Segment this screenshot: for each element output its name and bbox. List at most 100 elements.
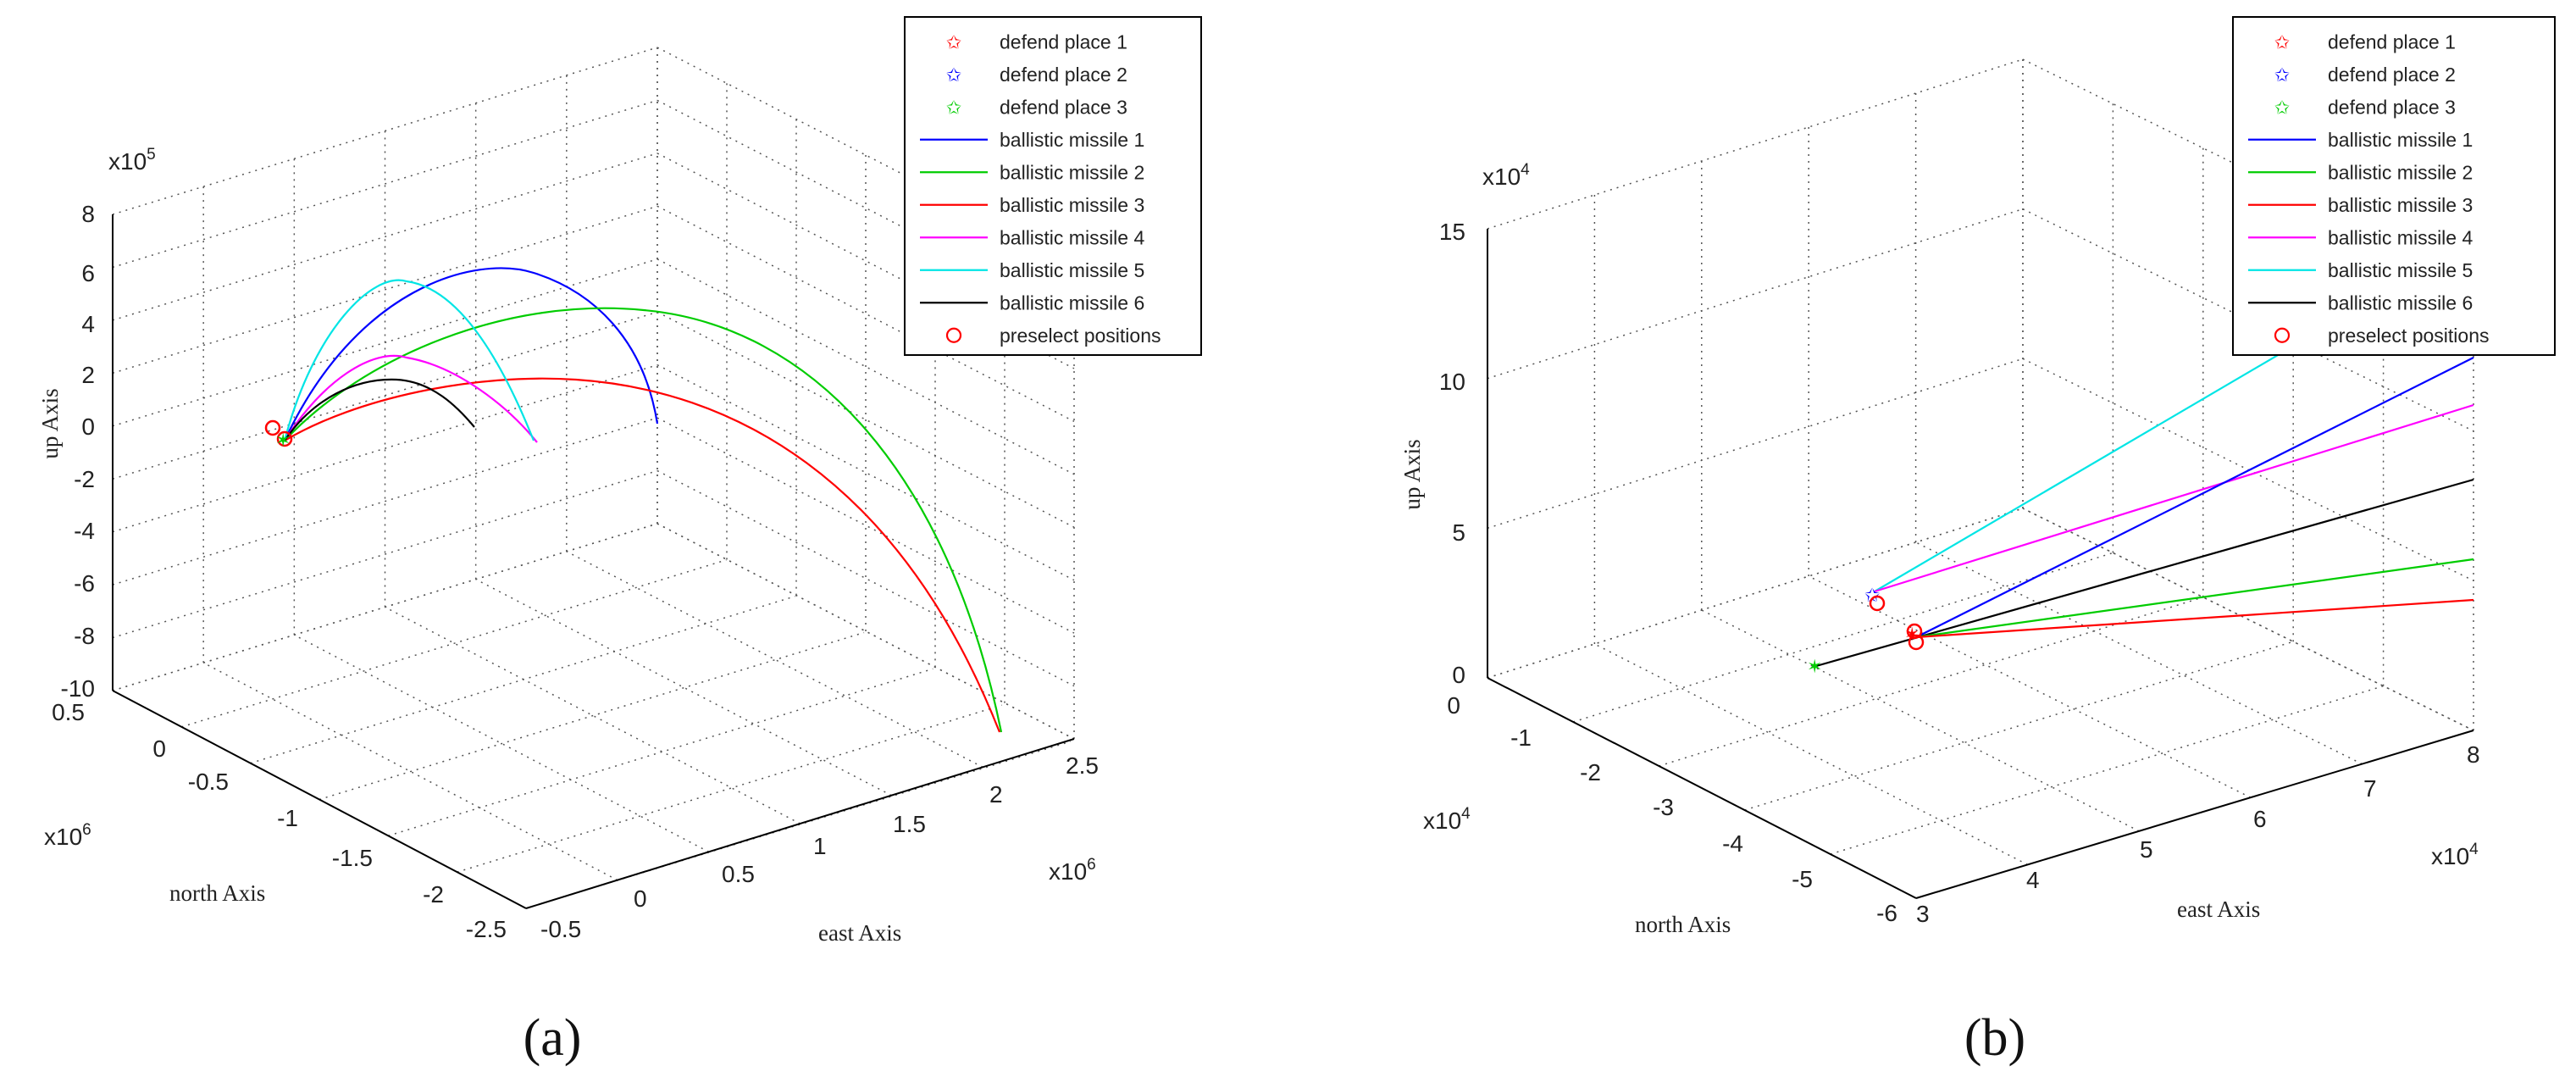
east-tick: 1 [813,833,827,859]
grid-line [1487,208,2024,380]
grid-line [112,469,658,639]
panel-a-east-ticks: -0.5 0 0.5 1 1.5 2 2.5 [540,752,1099,942]
legend-label: ballistic missile 1 [1000,129,1144,151]
legend-label: ballistic missile 1 [2328,129,2473,151]
preselect-position-marker [264,419,281,436]
east-tick: 0.5 [722,861,755,887]
north-axis-label: north Axis [169,880,265,906]
up-tick: -4 [74,518,95,544]
up-tick: 2 [81,362,95,388]
up-tick: -6 [74,570,95,597]
panel-b-axes-box [1487,229,2474,899]
legend-label: ballistic missile 4 [1000,226,1144,248]
grid-line [656,417,1075,634]
north-tick: -1.5 [332,845,373,871]
series-missile-4 [284,354,538,443]
north-tick: 0 [1447,692,1460,719]
up-tick: 8 [81,201,95,227]
legend-entry: ✩ defend place 1 [946,31,1127,53]
east-tick: 0 [634,885,647,912]
up-tick: 0 [1452,662,1465,688]
legend-entry: ballistic missile 1 [920,129,1144,151]
north-multiplier: x104 [1423,805,1471,834]
legend-label: defend place 2 [1000,64,1127,86]
defend-place-marker: ✩ [1864,585,1880,606]
legend-entry: ✩ defend place 1 [2274,31,2456,53]
series-missile-2 [284,307,1003,733]
east-tick: 3 [1916,901,1930,927]
legend-entry: ✩ defend place 2 [946,64,1127,86]
series-missile-1 [1915,357,2474,638]
legend-label: defend place 3 [2328,96,2456,118]
up-multiplier: x105 [108,146,156,175]
series-missile-3 [1915,598,2474,639]
legend-swatch-star: ✩ [2274,31,2290,53]
east-tick: 8 [2467,741,2480,768]
legend-swatch-star: ✩ [2274,97,2290,118]
grid-line [1659,597,2204,767]
grid-line [656,364,1075,581]
north-tick: -0.5 [188,769,229,795]
grid-line [1830,685,2384,855]
preselect-position-marker [1906,623,1923,640]
legend-entry: ballistic missile 4 [920,226,1144,248]
legend-entry: ballistic missile 3 [920,194,1144,216]
east-axis-label: east Axis [2177,896,2260,922]
legend-entry: ✩ defend place 3 [946,96,1127,118]
legend-label: defend place 3 [1000,96,1127,118]
legend-entry: ballistic missile 5 [2248,259,2473,281]
up-tick: 5 [1452,519,1465,546]
north-tick: -2 [1580,759,1601,785]
legend-entry: ballistic missile 4 [2248,226,2473,248]
legend-label: preselect positions [2328,325,2490,347]
legend-swatch-star: ✩ [946,64,961,86]
up-tick: -8 [74,623,95,649]
legend-box [904,16,1202,356]
grid-line [656,469,1075,687]
north-tick: -5 [1792,866,1813,892]
legend-entry: ballistic missile 3 [2248,194,2473,216]
grid-line [319,631,865,801]
north-multiplier: x106 [44,821,91,850]
legend-swatch-star: ✩ [946,31,961,53]
grid-line [1594,643,2028,866]
legend-entry: ✩ defend place 2 [2274,64,2456,86]
east-multiplier: x104 [2431,841,2479,869]
series-missile-6 [284,378,475,441]
north-tick: -2 [423,881,444,908]
north-tick: -1 [277,805,298,831]
east-multiplier: x106 [1049,856,1096,885]
legend-entry: ballistic missile 2 [920,161,1144,183]
north-tick: -3 [1653,794,1674,820]
north-tick: 0.5 [52,699,85,725]
defend-place-marker: ✶ [275,430,291,451]
panel-a-axes-box [112,214,1075,909]
defend-place-marker: ✶ [1904,624,1920,645]
panel-a-north-ticks: 0.5 0 -0.5 -1 -1.5 -2 -2.5 [52,699,507,942]
preselect-position-marker [1908,634,1925,651]
up-axis-label: up Axis [37,388,63,458]
legend-label: ballistic missile 5 [1000,259,1144,281]
panel-a-up-ticks: 8 6 4 2 0 -2 -4 -6 -8 -10 [61,201,95,702]
grid-line [2022,508,2474,731]
legend-label: ballistic missile 4 [2328,226,2473,248]
legend-entry: ballistic missile 6 [2248,291,2473,314]
up-axis-label: up Axis [1399,439,1425,509]
preselect-position-marker [276,430,293,447]
panel-b-legend: ✩ defend place 1 ✩ defend place 2 ✩ defend pl… [2232,16,2556,356]
legend-entry: ballistic missile 5 [920,259,1144,281]
legend-entry: ballistic missile 1 [2248,129,2473,151]
grid-line [181,559,727,728]
up-tick: 0 [81,414,95,440]
legend-label: preselect positions [1000,325,1161,347]
legend-box [2232,16,2556,356]
grid-line [112,153,658,321]
legend-label: ballistic missile 5 [2328,259,2473,281]
grid-line [457,704,1002,873]
north-tick: -1 [1510,724,1532,751]
legend-swatch-star: ✩ [2274,64,2290,86]
legend-label: ballistic missile 3 [1000,194,1144,216]
legend-label: ballistic missile 2 [2328,161,2473,183]
legend-entry: ballistic missile 6 [920,291,1144,314]
panel-b-series: ✩ ✶ ✶ [1807,336,2474,677]
